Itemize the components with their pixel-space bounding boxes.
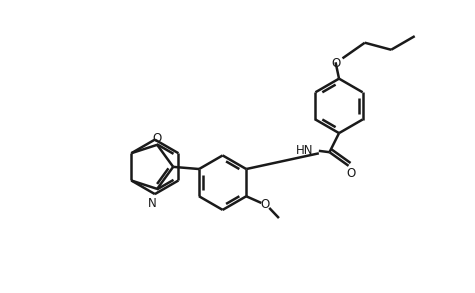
- Text: N: N: [148, 197, 157, 210]
- Text: O: O: [261, 198, 270, 211]
- Text: HN: HN: [296, 144, 314, 157]
- Text: O: O: [152, 132, 162, 145]
- Text: O: O: [346, 167, 355, 180]
- Text: O: O: [331, 57, 340, 70]
